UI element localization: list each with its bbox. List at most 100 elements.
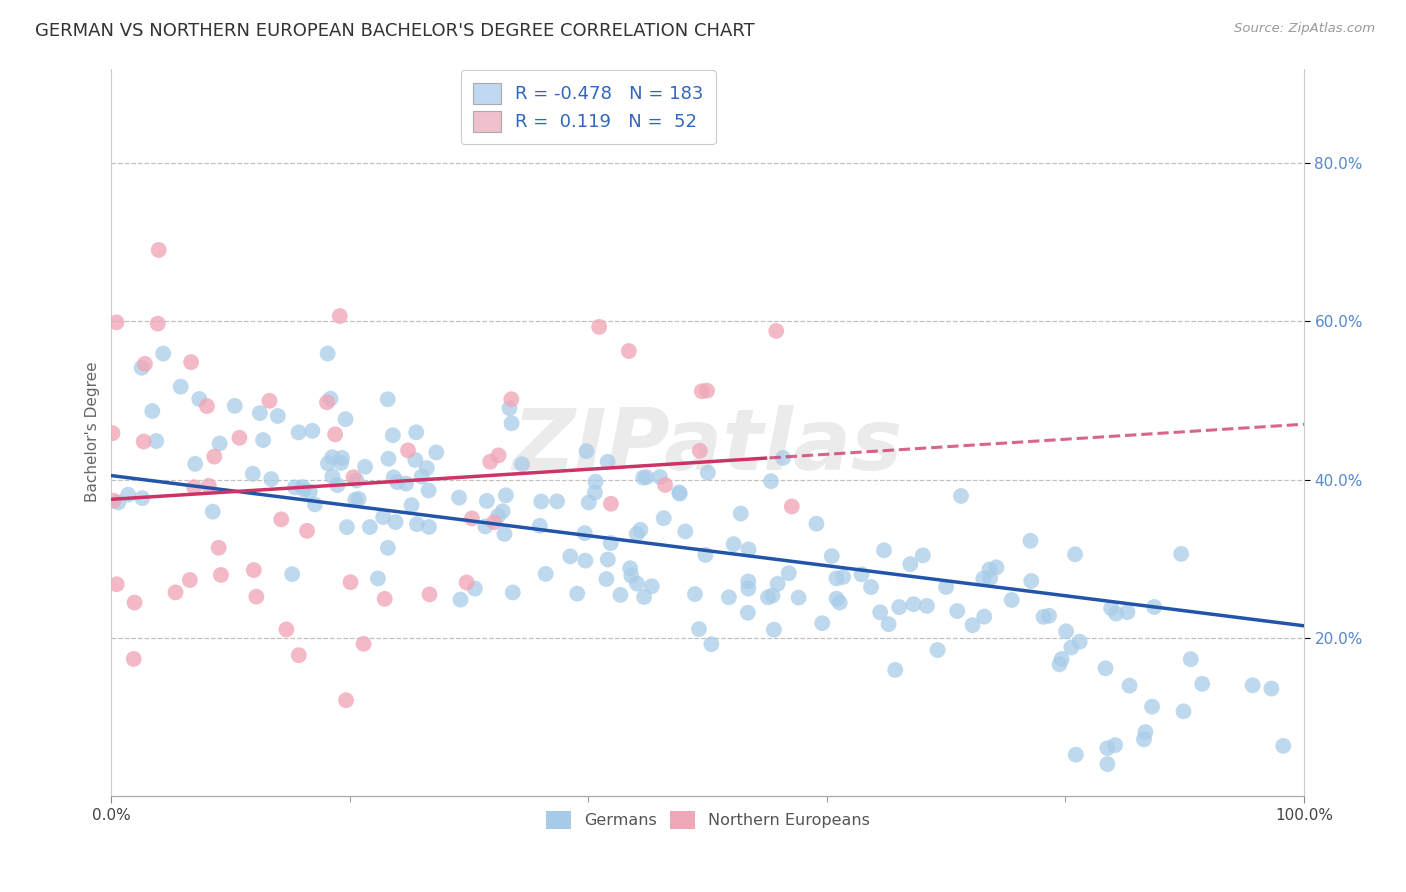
Point bbox=[600, 497, 623, 511]
Point bbox=[474, 519, 496, 533]
Point bbox=[209, 568, 232, 582]
Point bbox=[717, 591, 740, 605]
Point bbox=[122, 652, 145, 666]
Point bbox=[224, 399, 246, 413]
Point bbox=[583, 485, 606, 500]
Point bbox=[195, 399, 218, 413]
Point bbox=[529, 518, 551, 533]
Point bbox=[1241, 678, 1264, 692]
Point bbox=[578, 495, 600, 509]
Point bbox=[884, 663, 907, 677]
Text: ZIPatlas: ZIPatlas bbox=[513, 405, 903, 488]
Point bbox=[1099, 601, 1122, 615]
Point bbox=[1019, 533, 1042, 548]
Point bbox=[295, 524, 318, 538]
Point bbox=[1097, 741, 1119, 756]
Point bbox=[374, 591, 396, 606]
Point bbox=[405, 425, 427, 440]
Point bbox=[339, 575, 361, 590]
Point bbox=[1049, 657, 1071, 672]
Point bbox=[654, 478, 676, 492]
Point bbox=[962, 618, 984, 632]
Point bbox=[419, 587, 441, 601]
Point bbox=[619, 561, 641, 575]
Point bbox=[737, 582, 759, 596]
Point bbox=[418, 483, 440, 498]
Point bbox=[335, 693, 357, 707]
Point bbox=[494, 527, 516, 541]
Point bbox=[131, 491, 153, 505]
Point bbox=[321, 450, 343, 465]
Point bbox=[1272, 739, 1295, 753]
Point bbox=[449, 491, 471, 505]
Point bbox=[979, 571, 1001, 585]
Point bbox=[851, 567, 873, 582]
Point bbox=[411, 469, 433, 483]
Point bbox=[1060, 640, 1083, 655]
Point bbox=[416, 461, 439, 475]
Point bbox=[1260, 681, 1282, 696]
Point bbox=[688, 622, 710, 636]
Point bbox=[347, 491, 370, 506]
Point bbox=[1050, 652, 1073, 666]
Point bbox=[326, 478, 349, 492]
Point bbox=[633, 590, 655, 604]
Point bbox=[344, 492, 367, 507]
Point bbox=[377, 392, 399, 407]
Point bbox=[336, 520, 359, 534]
Point bbox=[425, 445, 447, 459]
Point bbox=[304, 497, 326, 511]
Point bbox=[377, 451, 399, 466]
Point bbox=[595, 572, 617, 586]
Point bbox=[165, 585, 187, 599]
Point bbox=[869, 605, 891, 619]
Point bbox=[772, 450, 794, 465]
Point bbox=[179, 573, 201, 587]
Point bbox=[1105, 607, 1128, 621]
Point bbox=[1064, 547, 1087, 561]
Point bbox=[1170, 547, 1192, 561]
Point bbox=[245, 590, 267, 604]
Point bbox=[950, 489, 973, 503]
Point bbox=[626, 576, 648, 591]
Point bbox=[242, 563, 264, 577]
Point bbox=[501, 392, 523, 407]
Point bbox=[501, 416, 523, 430]
Point bbox=[105, 577, 128, 591]
Point bbox=[673, 524, 696, 539]
Point bbox=[242, 467, 264, 481]
Point bbox=[689, 443, 711, 458]
Point bbox=[626, 527, 648, 541]
Point bbox=[301, 424, 323, 438]
Point bbox=[832, 570, 855, 584]
Point bbox=[1001, 593, 1024, 607]
Point bbox=[1064, 747, 1087, 762]
Point bbox=[585, 475, 607, 489]
Point bbox=[183, 480, 205, 494]
Point bbox=[1069, 634, 1091, 648]
Point bbox=[534, 566, 557, 581]
Point bbox=[1173, 704, 1195, 718]
Point bbox=[860, 580, 883, 594]
Point bbox=[695, 548, 717, 562]
Point bbox=[761, 589, 783, 603]
Point bbox=[298, 484, 321, 499]
Point bbox=[1116, 605, 1139, 619]
Point bbox=[335, 412, 357, 426]
Point bbox=[915, 599, 938, 613]
Point bbox=[316, 346, 339, 360]
Point bbox=[609, 588, 631, 602]
Point bbox=[972, 572, 994, 586]
Point bbox=[825, 571, 848, 585]
Point bbox=[267, 409, 290, 423]
Point bbox=[498, 401, 520, 416]
Point bbox=[1143, 599, 1166, 614]
Point bbox=[510, 457, 533, 471]
Point bbox=[201, 505, 224, 519]
Point bbox=[406, 517, 429, 532]
Point bbox=[1104, 738, 1126, 752]
Point bbox=[488, 448, 510, 462]
Point bbox=[821, 549, 844, 563]
Text: Source: ZipAtlas.com: Source: ZipAtlas.com bbox=[1234, 22, 1375, 36]
Point bbox=[228, 431, 250, 445]
